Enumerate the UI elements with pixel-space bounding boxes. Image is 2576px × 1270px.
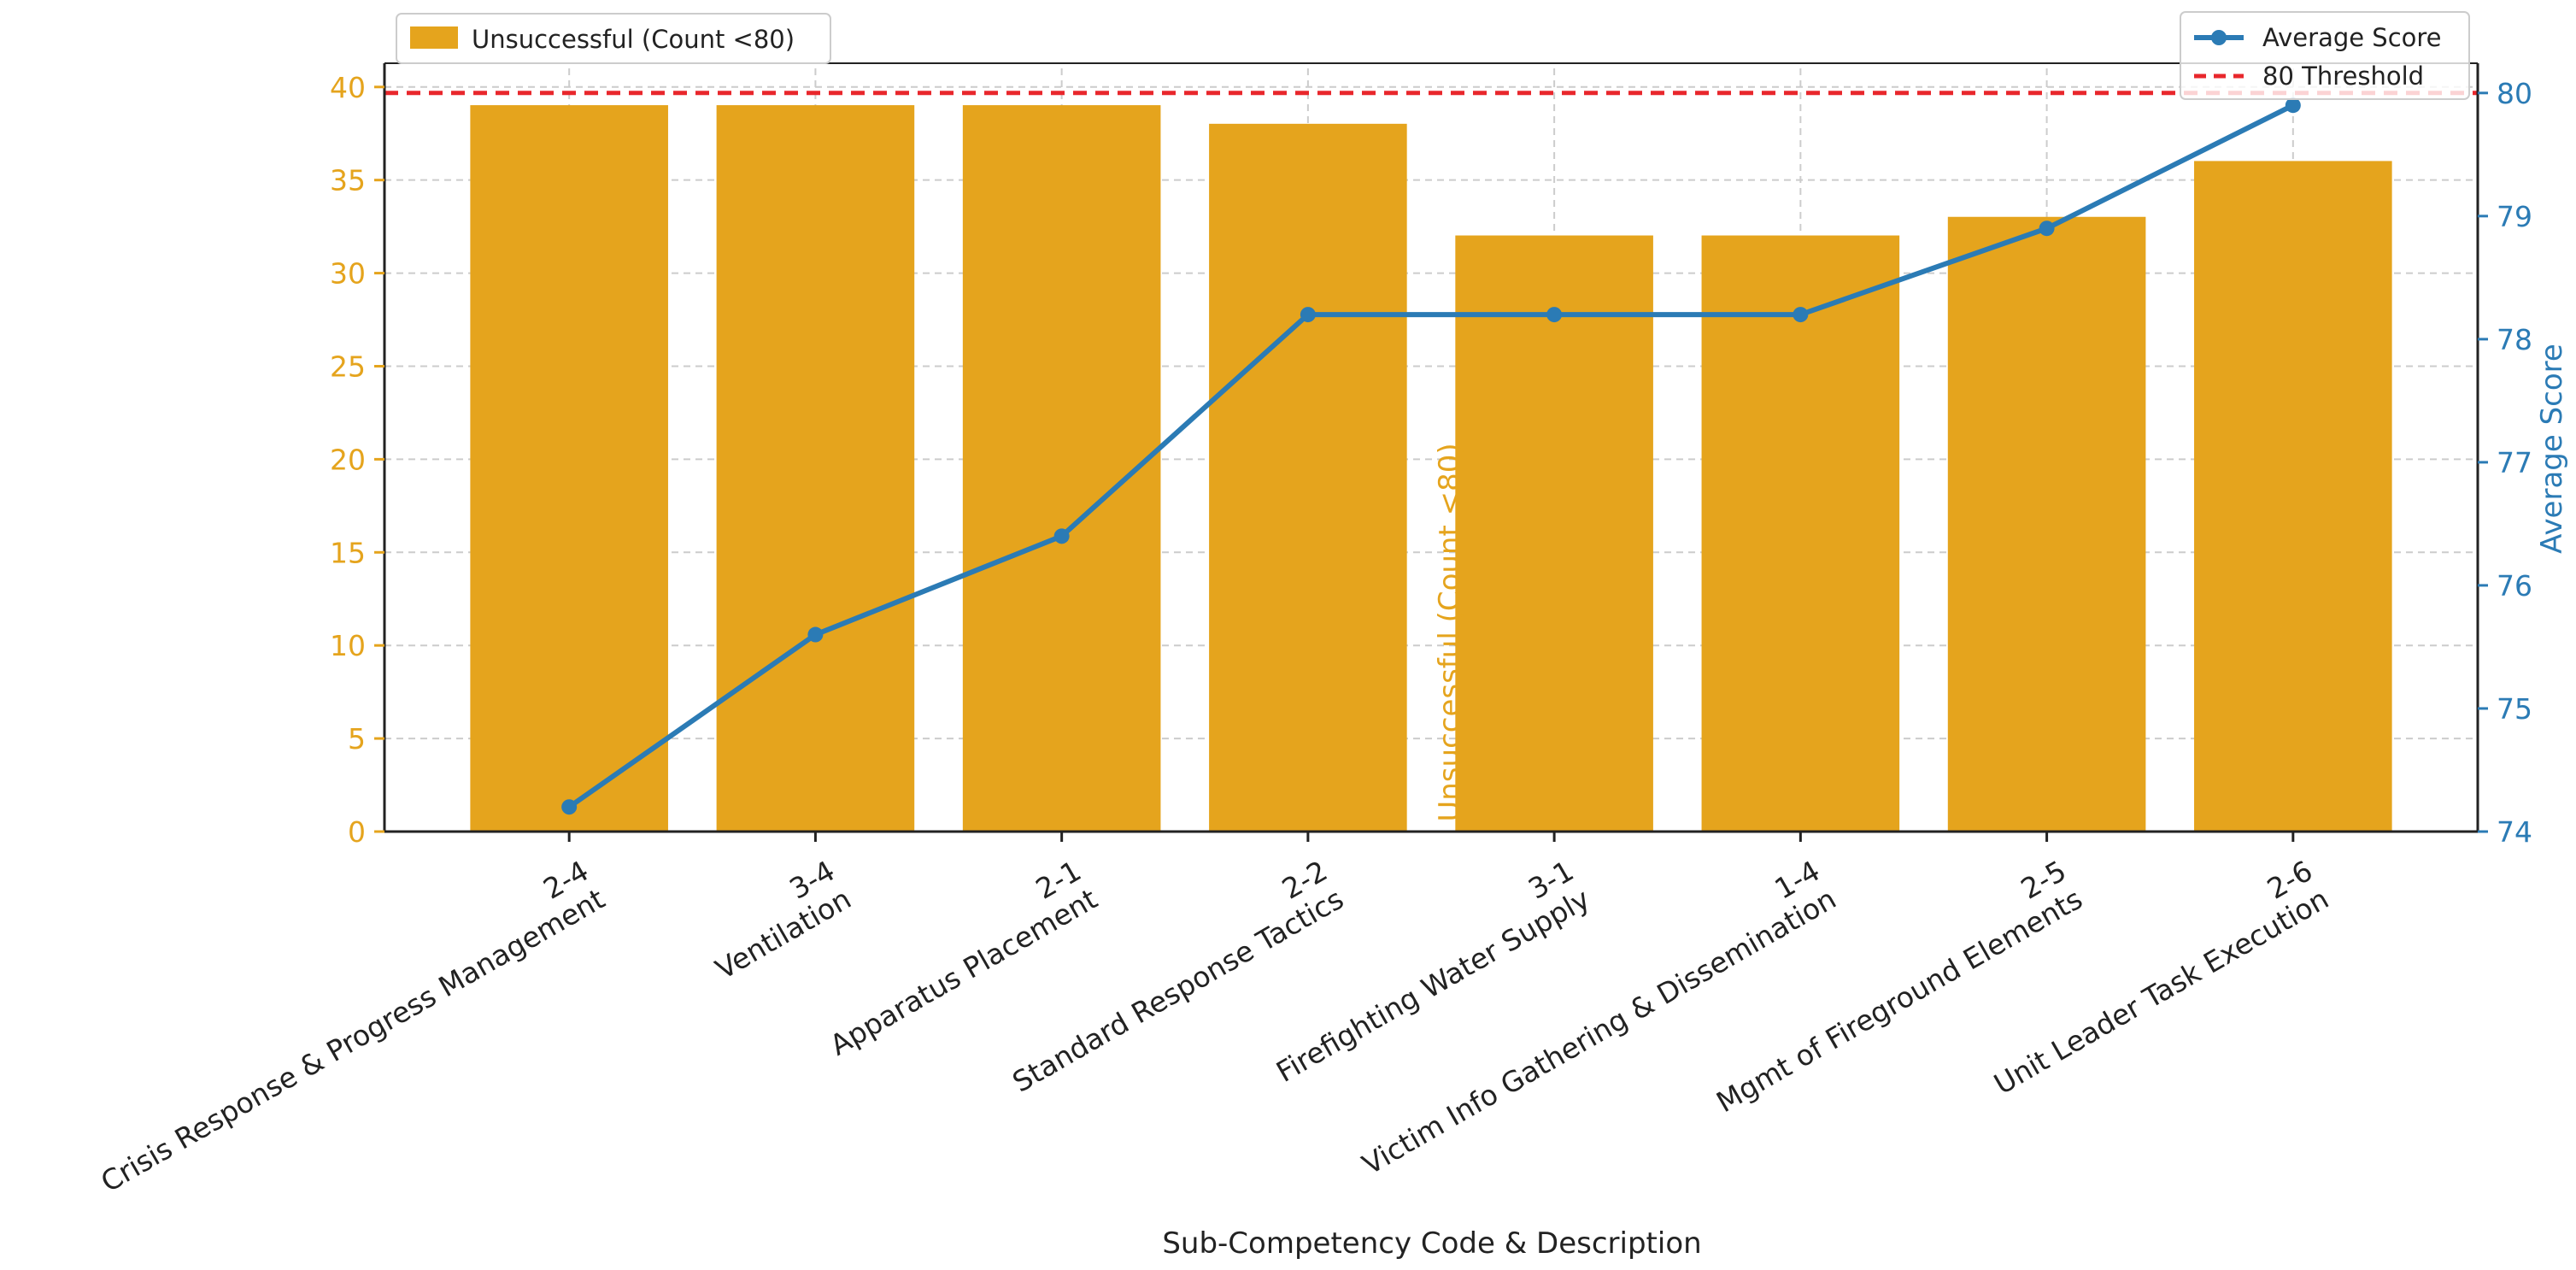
line-point	[2039, 220, 2055, 237]
left-tick-label: 35	[330, 164, 366, 197]
left-tick-label: 40	[330, 71, 366, 104]
line-point	[1793, 307, 1809, 323]
bar-series	[470, 105, 2392, 832]
bar	[716, 105, 915, 832]
bar	[1947, 216, 2146, 832]
bar	[1209, 123, 1407, 832]
bar	[2194, 161, 2392, 832]
line-point	[1053, 528, 1070, 544]
x-tick-description: Crisis Response & Progress Management	[95, 882, 610, 1199]
legend-line-label: Average Score	[2262, 23, 2442, 52]
line-point	[2285, 97, 2301, 114]
legend-line-marker	[2211, 30, 2227, 45]
x-axis-ticks: 2-4Crisis Response & Progress Management…	[79, 832, 2334, 1199]
legend-line: Average Score 80 Threshold	[2180, 11, 2470, 100]
left-tick-label: 30	[330, 257, 366, 291]
x-tick-label: 2-4Crisis Response & Progress Management	[79, 854, 610, 1199]
line-point	[561, 799, 578, 815]
legend-threshold-label: 80 Threshold	[2262, 62, 2424, 91]
legend-bar-frame	[396, 13, 831, 64]
right-tick-label: 80	[2497, 77, 2532, 110]
line-point	[1546, 307, 1563, 323]
legend-line-frame	[2180, 11, 2470, 100]
left-tick-label: 20	[330, 443, 366, 476]
x-tick-description: Ventilation	[710, 882, 857, 986]
x-tick-description: Victim Info Gathering & Dissemination	[1357, 882, 1842, 1181]
series-line	[567, 103, 2295, 809]
bar	[1701, 235, 1900, 832]
x-axis-label: Sub-Competency Code & Description	[1162, 1226, 1701, 1261]
left-tick-label: 25	[330, 350, 366, 383]
x-tick-label: 1-4Victim Info Gathering & Dissemination	[1341, 854, 1842, 1181]
right-tick-label: 78	[2497, 323, 2532, 356]
x-tick-label: 2-1Apparatus Placement	[808, 854, 1103, 1062]
left-tick-label: 15	[330, 536, 366, 569]
legend-bar-swatch	[410, 26, 458, 49]
x-tick-description: Apparatus Placement	[824, 882, 1103, 1062]
left-tick-label: 0	[348, 815, 366, 849]
legend-bar: Unsuccessful (Count <80)	[396, 13, 831, 64]
left-axis-ticks: 0 5 10 15 20 25 30 35 40	[330, 71, 384, 849]
bar	[1455, 235, 1653, 832]
right-tick-label: 76	[2497, 569, 2532, 603]
x-tick-label: 3-4Ventilation	[694, 854, 857, 986]
right-tick-label: 75	[2497, 692, 2532, 726]
right-axis-ticks: 74 75 76 77 78 79 80	[2478, 77, 2532, 849]
right-tick-label: 74	[2497, 815, 2532, 849]
left-tick-label: 10	[330, 629, 366, 662]
line-series	[561, 97, 2301, 815]
y-axis-label-right: Average Score	[2535, 344, 2569, 554]
right-tick-label: 77	[2497, 446, 2532, 479]
right-tick-label: 79	[2497, 200, 2532, 233]
left-tick-label: 5	[348, 722, 366, 756]
legend-bar-label: Unsuccessful (Count <80)	[472, 25, 795, 54]
line-point	[807, 626, 824, 643]
y-axis-label-left: Unsuccessful (Count <80)	[1433, 443, 1467, 821]
bar	[962, 105, 1161, 832]
bar	[470, 105, 668, 832]
line-point	[1300, 307, 1316, 323]
